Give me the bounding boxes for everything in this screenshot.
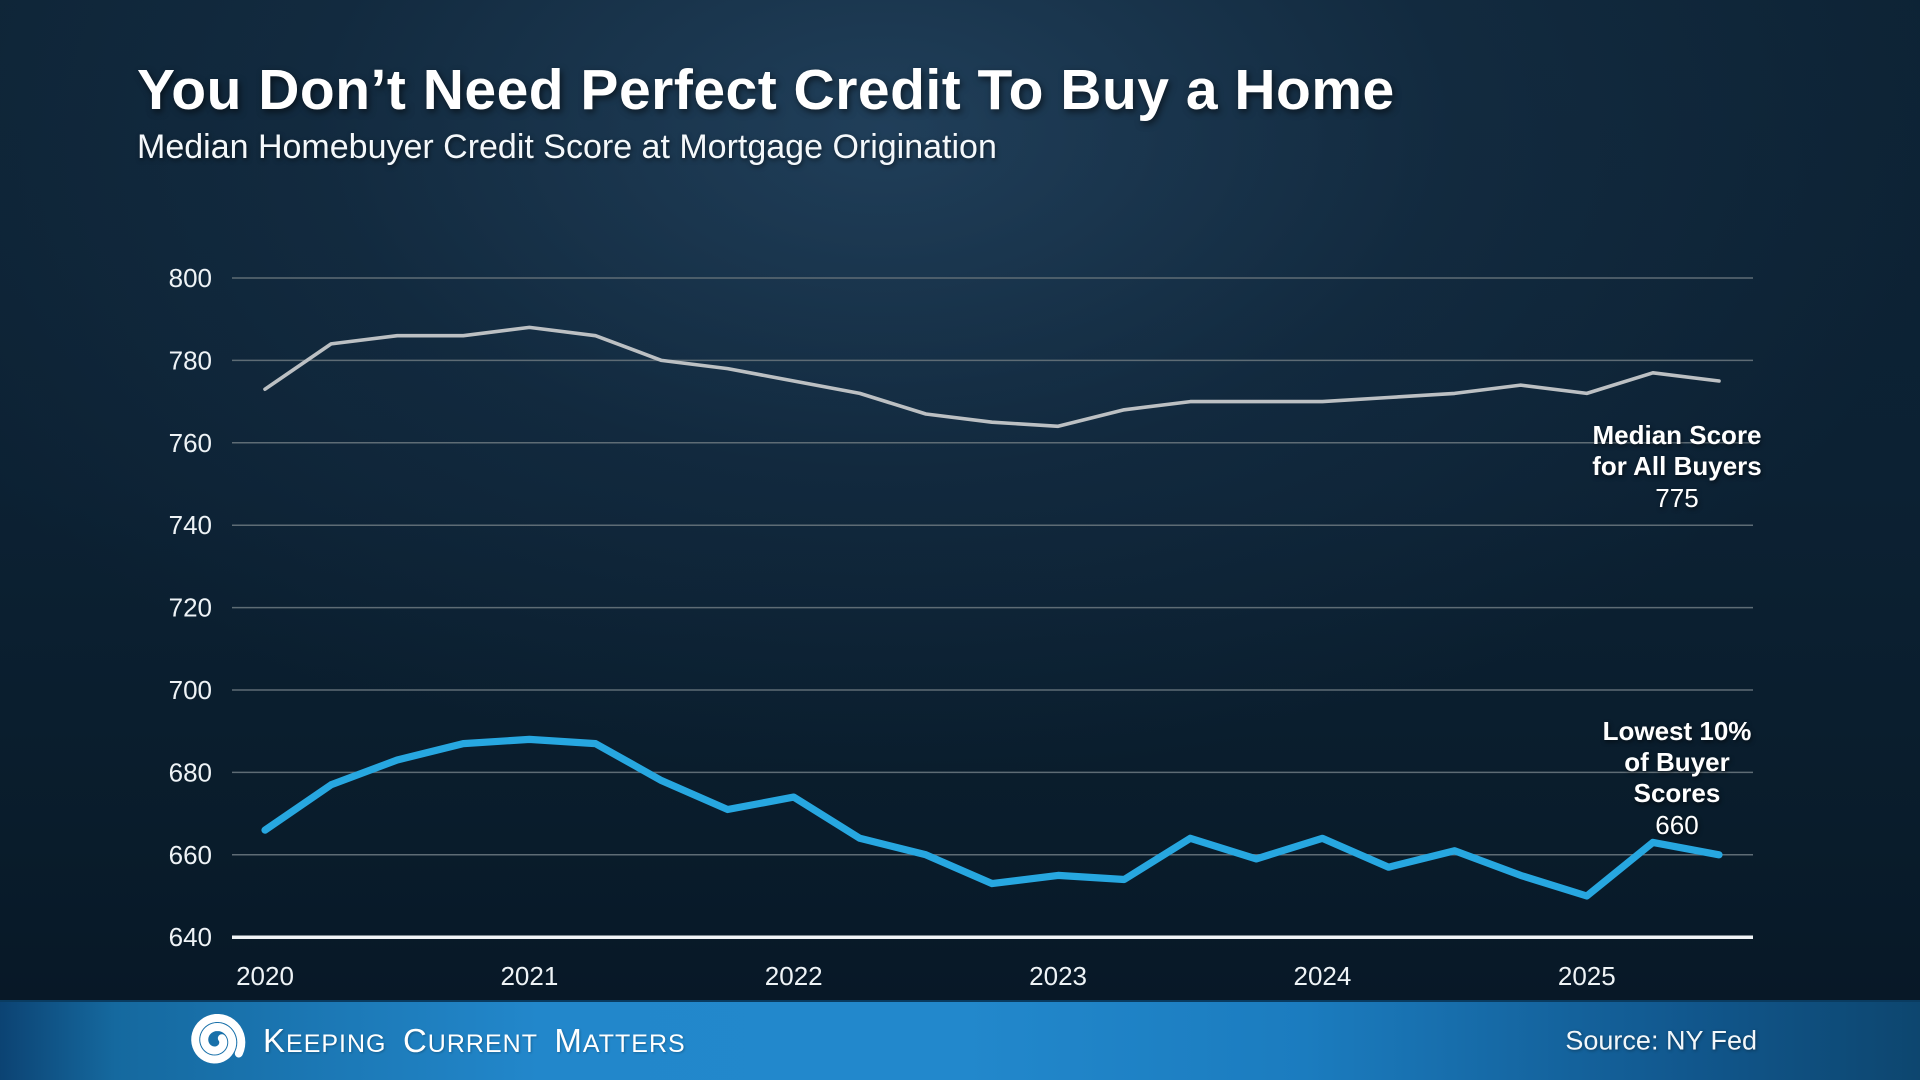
y-tick-label-700: 700: [169, 675, 212, 705]
annotation-lowest10-line1: Lowest 10%: [1602, 716, 1752, 746]
lowest10-line: [261, 735, 1723, 900]
annotation-lowest10-line2: of Buyer Scores: [1624, 747, 1730, 808]
x-tick-label-2025: 2025: [1558, 961, 1616, 991]
y-tick-label-740: 740: [169, 510, 212, 540]
annotation-median-value: 775: [1655, 483, 1699, 513]
spiral-glyph: [191, 1013, 246, 1064]
y-tick-label-760: 760: [169, 428, 212, 458]
brand-word-current-lead: C: [402, 1022, 428, 1059]
annotation-median-line1: Median Score: [1592, 420, 1762, 450]
brand-word-matters-rest: ATTERS: [582, 1030, 686, 1058]
x-tick-label-2022: 2022: [765, 961, 823, 991]
brand-word-current-rest: URRENT: [427, 1030, 538, 1058]
annotation-lowest10: Lowest 10% of Buyer Scores 660: [1582, 716, 1772, 842]
x-tick-label-2021: 2021: [500, 961, 558, 991]
x-tick-label-2020: 2020: [236, 961, 294, 991]
kcm-spiral-logo-icon: [191, 1013, 246, 1064]
y-tick-label-640: 640: [169, 922, 212, 952]
annotation-median-score: Median Score for All Buyers 775: [1582, 420, 1772, 515]
y-tick-label-680: 680: [169, 757, 212, 787]
y-tick-label-660: 660: [169, 840, 212, 870]
brand-word-keeping-rest: EEPING: [286, 1030, 387, 1058]
y-tick-label-780: 780: [169, 345, 212, 375]
brand-word-keeping-lead: K: [263, 1022, 287, 1059]
brand-wordmark: KEEPING CURRENT MATTERS: [263, 1022, 697, 1060]
page-subtitle: Median Homebuyer Credit Score at Mortgag…: [137, 128, 997, 166]
brand-word-matters-lead: M: [554, 1022, 583, 1059]
source-text: Source: NY Fed: [1565, 1025, 1757, 1056]
annotation-median-line2: for All Buyers: [1592, 451, 1762, 481]
page-title: You Don’t Need Perfect Credit To Buy a H…: [137, 58, 1395, 122]
annotation-lowest10-value: 660: [1655, 810, 1699, 840]
x-tick-label-2024: 2024: [1294, 961, 1352, 991]
y-tick-label-800: 800: [169, 263, 212, 293]
y-tick-label-720: 720: [169, 593, 212, 623]
x-tick-label-2023: 2023: [1029, 961, 1087, 991]
all-buyers-line: [263, 325, 1721, 429]
footer-bar: KEEPING CURRENT MATTERS Source: NY Fed: [0, 1000, 1920, 1080]
